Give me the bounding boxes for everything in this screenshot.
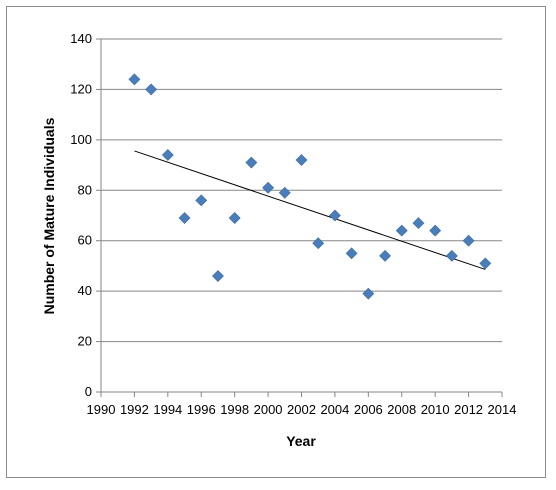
y-tick-label: 140 <box>70 31 92 46</box>
x-tick-label: 2008 <box>387 402 416 417</box>
data-point <box>412 217 425 229</box>
data-point <box>278 186 291 199</box>
data-point <box>128 73 141 86</box>
data-point <box>429 224 442 237</box>
x-axis-title: Year <box>286 433 316 449</box>
data-point <box>295 154 308 166</box>
x-tick-label: 2012 <box>454 402 483 417</box>
y-tick-label: 0 <box>85 384 92 399</box>
data-point <box>345 247 358 260</box>
data-point <box>245 156 258 169</box>
data-point <box>445 249 458 262</box>
data-point <box>379 249 391 262</box>
x-tick-label: 1990 <box>87 402 116 417</box>
data-point <box>479 257 492 270</box>
x-tick-label: 2004 <box>320 402 349 417</box>
data-point <box>395 224 408 237</box>
data-point <box>362 287 375 300</box>
data-point <box>145 83 158 96</box>
data-point <box>195 194 208 207</box>
x-tick-label: 2000 <box>254 402 283 417</box>
y-tick-label: 80 <box>78 182 92 197</box>
x-tick-label: 2006 <box>354 402 383 417</box>
x-tick-label: 2010 <box>421 402 450 417</box>
y-tick-label: 20 <box>78 334 92 349</box>
x-tick-label: 2014 <box>488 402 517 417</box>
x-tick-label: 1992 <box>120 402 149 417</box>
x-tick-label: 1996 <box>187 402 216 417</box>
data-point <box>262 181 275 194</box>
data-point <box>178 212 191 224</box>
x-tick-label: 1994 <box>153 402 182 417</box>
data-point <box>312 237 325 250</box>
x-tick-label: 1998 <box>220 402 249 417</box>
trendline-layer <box>134 150 486 270</box>
data-point <box>328 209 341 222</box>
y-tick-label: 120 <box>70 81 92 96</box>
x-tick-labels: 1990 1992 1994 1996 1998 2000 2002 2004 2006 2008… <box>87 402 517 417</box>
y-axis-title: Number of Mature Individuals <box>41 117 57 314</box>
chart-frame <box>6 6 546 478</box>
data-point <box>161 149 174 161</box>
data-point <box>212 270 224 282</box>
y-tick-labels: 0 20 40 60 80 100 120 140 <box>70 31 92 399</box>
y-tick-label: 60 <box>78 233 92 248</box>
data-point <box>228 212 241 224</box>
axes <box>96 38 503 397</box>
x-tick-label: 2002 <box>287 402 316 417</box>
data-points <box>128 73 492 300</box>
trendline <box>134 150 486 270</box>
grid-lines <box>101 38 502 343</box>
data-point <box>462 234 475 247</box>
y-tick-label: 100 <box>70 132 92 147</box>
y-tick-label: 40 <box>78 283 92 298</box>
